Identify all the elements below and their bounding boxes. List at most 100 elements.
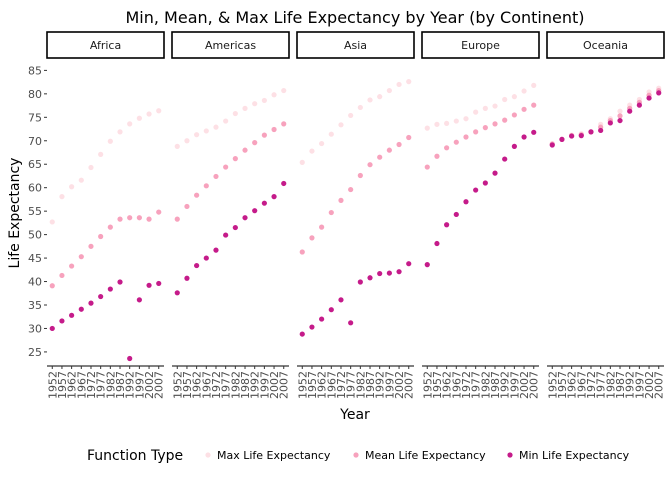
x-tick-label: 1972 xyxy=(585,371,598,399)
data-point xyxy=(127,215,133,221)
x-tick-label: 1972 xyxy=(85,371,98,399)
data-point xyxy=(598,127,604,134)
x-tick-label: 1962 xyxy=(441,371,454,399)
x-tick-label: 1972 xyxy=(210,371,223,399)
data-point xyxy=(511,143,517,149)
legend-key xyxy=(353,452,359,458)
series-mean-life-expectancy xyxy=(424,102,537,170)
y-axis-title: Life Expectancy xyxy=(7,158,23,269)
facet-panel-oceania: Oceania195219571962196719721977198219871… xyxy=(546,31,666,399)
data-point xyxy=(299,159,305,165)
data-point xyxy=(59,318,65,324)
data-point xyxy=(242,147,248,153)
y-tick-label: 85 xyxy=(28,64,42,77)
y-tick-label: 75 xyxy=(28,111,42,124)
legend-item-min-life-expectancy: Min Life Expectancy xyxy=(507,449,630,462)
data-point xyxy=(377,270,383,277)
data-point xyxy=(88,243,94,249)
data-point xyxy=(338,197,344,203)
data-point xyxy=(174,290,180,296)
x-tick-label: 1987 xyxy=(614,371,627,399)
y-tick-label: 40 xyxy=(28,276,42,289)
series-mean-life-expectancy xyxy=(174,121,287,222)
data-point xyxy=(357,104,363,111)
data-point xyxy=(521,88,527,94)
series-max-life-expectancy xyxy=(174,87,287,149)
data-point xyxy=(213,173,219,180)
data-point xyxy=(203,128,209,134)
facet-strip xyxy=(171,31,290,59)
data-point xyxy=(107,286,113,292)
data-point xyxy=(281,121,287,127)
x-tick-label: 2002 xyxy=(143,371,156,399)
data-point xyxy=(319,316,325,322)
data-point xyxy=(578,133,584,139)
data-point xyxy=(117,216,123,222)
data-point xyxy=(482,125,488,131)
x-tick-label: 1952 xyxy=(546,371,559,399)
data-point xyxy=(386,147,392,153)
x-tick-label: 1962 xyxy=(66,371,79,399)
data-point xyxy=(203,183,209,189)
data-point xyxy=(463,116,469,122)
legend-item-mean-life-expectancy: Mean Life Expectancy xyxy=(353,449,486,462)
data-point xyxy=(232,110,238,117)
data-point xyxy=(406,79,412,85)
facet-panel-europe: Europe1952195719621967197219771982198719… xyxy=(421,31,541,399)
legend-title: Function Type xyxy=(87,448,183,464)
data-point xyxy=(242,105,248,111)
data-point xyxy=(98,151,104,157)
facet-strip-label: Americas xyxy=(205,39,256,52)
legend-label: Mean Life Expectancy xyxy=(365,449,486,462)
data-point xyxy=(261,200,267,206)
x-tick-label: 1977 xyxy=(345,371,358,399)
y-tick-label: 25 xyxy=(28,346,42,359)
plot-layer: 25303540455055606570758085Africa19521957… xyxy=(28,31,666,399)
series-min-life-expectancy xyxy=(49,279,162,362)
data-point xyxy=(473,129,479,135)
x-tick-label: 1997 xyxy=(508,371,521,399)
x-tick-label: 1977 xyxy=(95,371,108,399)
x-tick-label: 1972 xyxy=(335,371,348,399)
series-max-life-expectancy xyxy=(299,79,412,165)
data-point xyxy=(328,307,334,313)
y-tick-label: 45 xyxy=(28,252,42,265)
data-point xyxy=(656,90,662,96)
data-point xyxy=(319,224,325,230)
data-point xyxy=(184,275,190,281)
chart-title: Min, Mean, & Max Life Expectancy by Year… xyxy=(125,8,584,27)
x-tick-label: 1967 xyxy=(325,371,338,399)
data-point xyxy=(184,138,190,144)
series-max-life-expectancy xyxy=(549,85,662,147)
x-tick-label: 2002 xyxy=(518,371,531,399)
legend-label: Max Life Expectancy xyxy=(217,449,331,462)
x-tick-label: 2007 xyxy=(528,371,541,399)
data-point xyxy=(424,262,430,268)
data-point xyxy=(213,124,219,130)
data-point xyxy=(69,184,75,190)
y-tick-label: 35 xyxy=(28,299,42,312)
x-tick-label: 1997 xyxy=(633,371,646,399)
x-tick-label: 1967 xyxy=(450,371,463,399)
facet-strip xyxy=(296,31,415,59)
facet-strip-label: Asia xyxy=(344,39,367,52)
x-tick-label: 1982 xyxy=(354,371,367,399)
data-point xyxy=(357,172,363,179)
data-point xyxy=(396,81,402,88)
data-point xyxy=(271,194,277,200)
data-point xyxy=(242,215,248,221)
data-point xyxy=(261,132,267,138)
data-point xyxy=(156,209,162,215)
data-point xyxy=(88,164,94,171)
data-point xyxy=(396,141,402,148)
x-tick-label: 1997 xyxy=(383,371,396,399)
y-tick-label: 70 xyxy=(28,135,42,148)
x-tick-label: 1952 xyxy=(171,371,184,399)
data-point xyxy=(78,254,84,260)
data-point xyxy=(98,293,104,300)
x-tick-label: 1967 xyxy=(75,371,88,399)
data-point xyxy=(271,92,277,98)
data-point xyxy=(482,180,488,186)
data-point xyxy=(473,187,479,193)
